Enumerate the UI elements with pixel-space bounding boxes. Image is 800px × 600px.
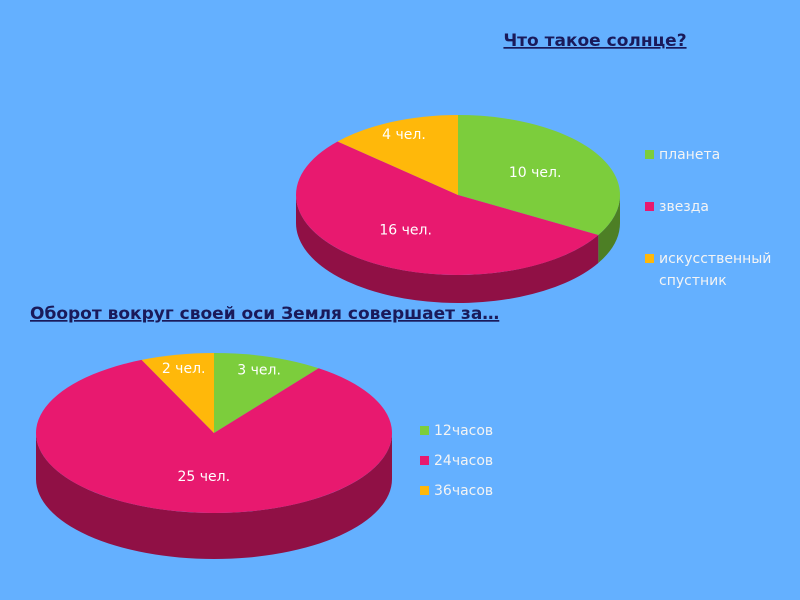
pie-side bbox=[36, 433, 392, 559]
legend-swatch bbox=[420, 426, 429, 435]
chart-title: Что такое солнце? bbox=[503, 31, 686, 51]
value-label: 10 чел. bbox=[509, 165, 562, 181]
pie-slice bbox=[214, 353, 319, 433]
pie-side bbox=[296, 195, 599, 304]
legend-line: спустник bbox=[659, 273, 727, 289]
legend-label: 36часов bbox=[434, 483, 493, 499]
legend-swatch bbox=[645, 150, 654, 159]
legend-swatch bbox=[420, 456, 429, 465]
pie-slice bbox=[458, 115, 620, 235]
pie-slice bbox=[141, 353, 214, 433]
legend-label: планета bbox=[659, 147, 720, 163]
value-label: 4 чел. bbox=[382, 127, 426, 143]
pie-slice bbox=[35, 359, 393, 513]
value-label: 16 чел. bbox=[379, 223, 432, 239]
chart-title: Оборот вокруг своей оси Земля совершает … bbox=[30, 304, 499, 324]
legend-label: звезда bbox=[659, 199, 709, 215]
legend-line: искусственный bbox=[659, 251, 771, 267]
value-label: 3 чел. bbox=[237, 363, 281, 379]
value-label: 2 чел. bbox=[162, 361, 206, 377]
pie-slice bbox=[337, 115, 458, 195]
legend-label: искусственный спустник bbox=[659, 251, 771, 289]
legend-swatch bbox=[645, 202, 654, 211]
legend-swatch bbox=[645, 254, 654, 263]
pie-side bbox=[598, 195, 620, 263]
value-label: 25 чел. bbox=[177, 469, 230, 485]
legend-label: 24часов bbox=[434, 453, 493, 469]
pie-slice bbox=[296, 141, 599, 275]
legend-label: 12часов bbox=[434, 423, 493, 439]
legend-swatch bbox=[420, 486, 429, 495]
